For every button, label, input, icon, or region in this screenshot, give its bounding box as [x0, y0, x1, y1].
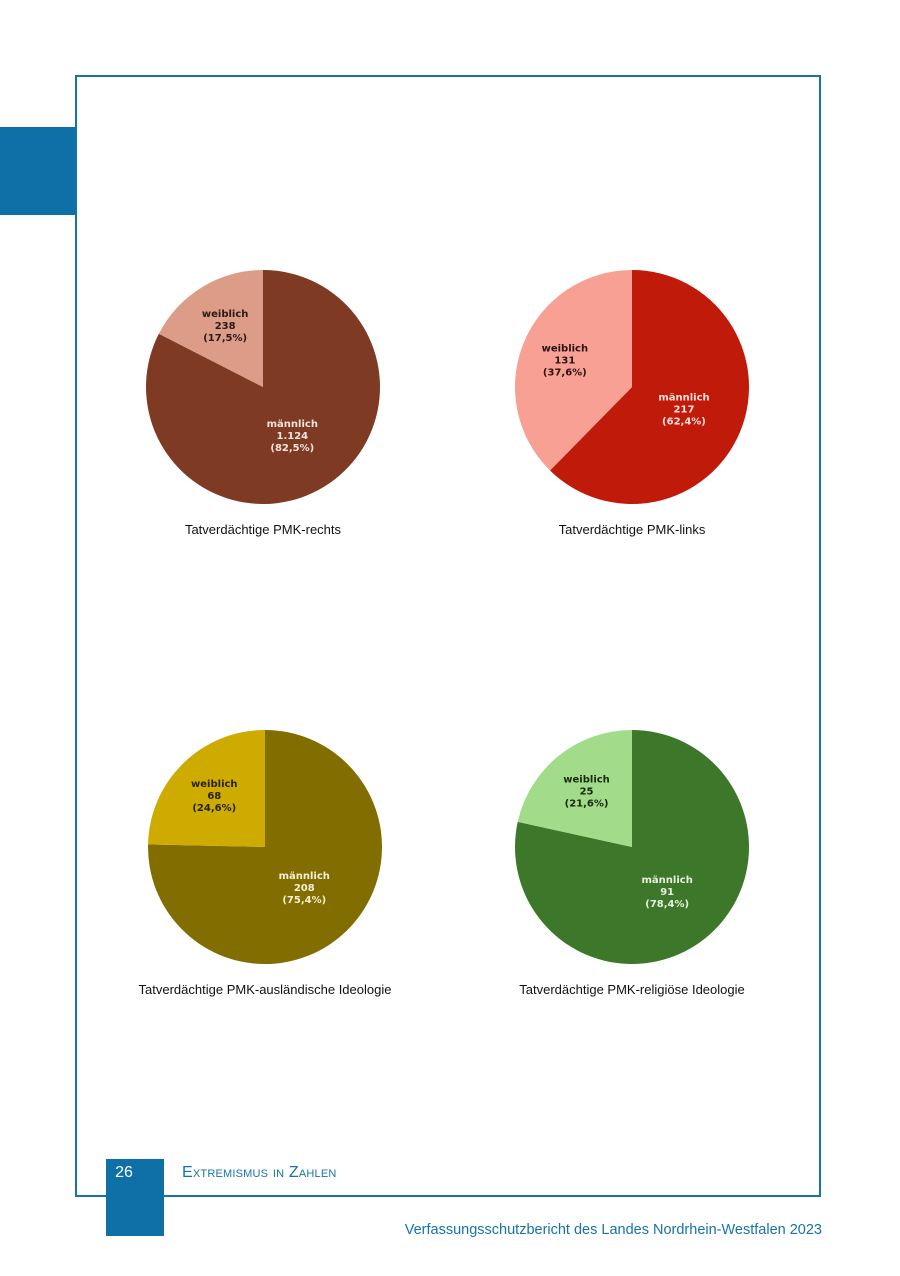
slice-label-percent: (21,6%) [565, 798, 609, 809]
slice-label-percent: (78,4%) [645, 899, 689, 910]
pie-slice-weiblich [158, 270, 263, 387]
pie-chart-pmk-links: männlich 217 (62,4%) weiblich 131 (37,6%) Tat… [482, 267, 782, 587]
slice-label-count: 238 [215, 321, 236, 332]
chart-caption: Tatverdächtige PMK-rechts [184, 522, 342, 537]
slice-label-name: weiblich [202, 309, 249, 320]
pie-slice-weiblich [517, 730, 632, 847]
slice-label-name: weiblich [542, 344, 589, 355]
slice-label-count: 131 [554, 356, 575, 367]
slice-label-name: weiblich [191, 779, 238, 790]
section-title: Extremismus in Zahlen [182, 1164, 337, 1181]
slice-label-name: männlich [267, 419, 318, 430]
pie-chart-pmk-rechts: männlich 1.124 (82,5%) weiblich 238 (17,5%) T… [113, 267, 413, 587]
publication-title: Verfassungsschutzbericht des Landes Nord… [404, 1222, 822, 1238]
slice-label-count: 217 [674, 404, 695, 415]
slice-label-percent: (62,4%) [662, 416, 706, 427]
page-number: 26 [115, 1164, 133, 1181]
slice-label-percent: (82,5%) [270, 443, 314, 454]
slice-label-count: 25 [580, 786, 594, 797]
slice-label-count: 68 [207, 791, 221, 802]
slice-label-name: männlich [642, 875, 693, 886]
slice-label-percent: (24,6%) [192, 803, 236, 814]
chart-caption: Tatverdächtige PMK-links [558, 522, 706, 537]
pie-chart-pmk-auslaendische-ideologie: männlich 208 (75,4%) weiblich 68 (24,6%) Tatv… [115, 727, 415, 1047]
chapter-tab [0, 127, 75, 215]
pie-chart-pmk-religioese-ideologie: männlich 91 (78,4%) weiblich 25 (21,6%) Tatve… [482, 727, 782, 1047]
page-number-box [106, 1159, 164, 1236]
slice-label-percent: (17,5%) [203, 333, 247, 344]
slice-label-percent: (37,6%) [543, 368, 587, 379]
slice-label-count: 208 [294, 883, 315, 894]
slice-label-percent: (75,4%) [282, 895, 326, 906]
slice-label-count: 1.124 [276, 431, 308, 442]
slice-label-name: männlich [658, 392, 709, 403]
pie-slice-weiblich [515, 270, 632, 471]
slice-label-name: weiblich [563, 774, 610, 785]
slice-label-count: 91 [660, 887, 674, 898]
pie-slice-weiblich [148, 730, 265, 847]
pie-slice-maennlich [550, 270, 749, 504]
slice-label-name: männlich [279, 871, 330, 882]
chart-caption: Tatverdächtige PMK-ausländische Ideologi… [138, 982, 392, 997]
chart-caption: Tatverdächtige PMK-religiöse Ideologie [519, 982, 745, 997]
page-frame [75, 75, 821, 1197]
